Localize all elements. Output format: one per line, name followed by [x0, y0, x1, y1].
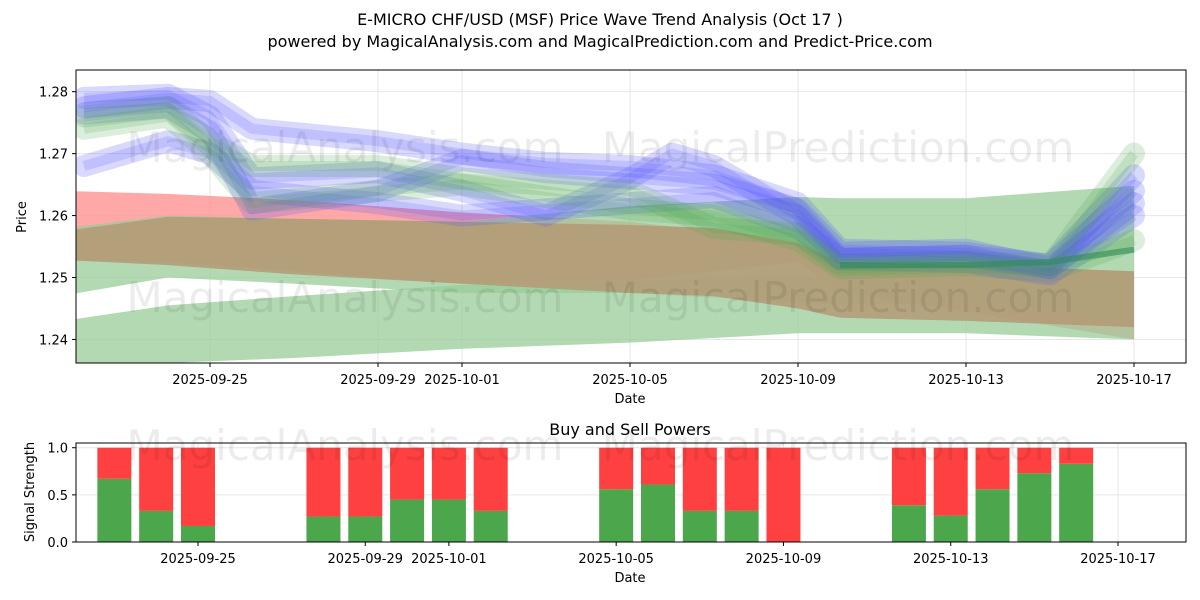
signal-x-ticks: 2025-09-25 2025-09-29 2025-10-01 2025-10-05… — [160, 542, 1156, 567]
signal-chart-title: Buy and Sell Powers — [549, 420, 711, 439]
wave-lines — [76, 83, 1145, 286]
price-x-tick-label: 2025-09-25 — [172, 373, 248, 388]
sell-bar — [766, 447, 801, 542]
watermark-right-mid: MagicalPrediction.com — [602, 273, 1075, 322]
price-bands — [76, 185, 1134, 363]
signal-x-tick-label: 2025-09-29 — [327, 552, 403, 567]
buy-bar — [139, 510, 174, 542]
wave-line-0 — [76, 86, 1145, 277]
signal-x-tick-label: 2025-10-13 — [913, 552, 989, 567]
sell-bar — [390, 447, 425, 500]
buy-bar — [641, 484, 675, 542]
signal-y-ticks: 0.0 0.5 1.0 — [47, 442, 76, 551]
price-x-tick-label: 2025-10-13 — [928, 373, 1004, 388]
signal-axes-frame — [75, 442, 1187, 543]
signal-y-label: Signal Strength — [23, 442, 38, 542]
price-y-tick-label: 1.25 — [39, 272, 68, 287]
price-y-tick-label: 1.24 — [39, 333, 68, 348]
signal-bars — [97, 447, 1094, 542]
price-x-tick-label: 2025-09-29 — [340, 373, 416, 388]
forecast-line — [840, 246, 1135, 269]
signal-y-tick-label: 1.0 — [47, 442, 68, 457]
sell-bar — [1059, 447, 1094, 464]
sell-bar — [97, 447, 132, 479]
sell-bar — [348, 447, 383, 517]
buy-bar — [181, 525, 215, 542]
price-y-label: Price — [15, 201, 30, 233]
sell-bar — [891, 447, 926, 506]
buy-bar — [933, 515, 968, 542]
watermark-right-top: MagicalPrediction.com — [602, 123, 1075, 172]
wave-line-3 — [76, 130, 1145, 286]
wave-line-core-2 — [83, 89, 1138, 271]
buy-bar — [348, 516, 383, 542]
price-chart-panel: MagicalAnalysis.com MagicalPrediction.co… — [15, 69, 1187, 407]
sell-bar — [306, 447, 341, 517]
price-x-tick-label: 2025-10-05 — [592, 373, 668, 388]
buy-bar — [97, 478, 132, 542]
sell-bar — [181, 447, 215, 526]
price-band-3 — [76, 216, 1134, 328]
price-y-tick-label: 1.26 — [39, 210, 68, 225]
price-y-tick-label: 1.27 — [39, 148, 68, 163]
wave-line-1 — [76, 96, 1145, 280]
buy-bar — [599, 489, 634, 542]
sell-bar — [1017, 447, 1052, 474]
signal-x-tick-label: 2025-10-17 — [1080, 552, 1156, 567]
wave-line-core-3 — [82, 136, 1137, 280]
sell-bar — [641, 447, 675, 485]
buy-bar — [682, 510, 717, 542]
buy-bar — [306, 516, 341, 542]
buy-bar — [891, 505, 926, 542]
chart-subtitle: powered by MagicalAnalysis.com and Magic… — [267, 32, 932, 51]
signal-x-tick-label: 2025-10-01 — [411, 552, 487, 567]
sell-bar — [431, 447, 466, 500]
buy-bar — [975, 489, 1010, 542]
signal-x-tick-label: 2025-10-09 — [746, 552, 822, 567]
sell-bar — [975, 447, 1010, 490]
watermark-left-top: MagicalAnalysis.com — [127, 123, 564, 172]
signal-x-tick-label: 2025-09-25 — [160, 552, 236, 567]
signal-x-label: Date — [614, 571, 645, 586]
buy-bar — [473, 510, 508, 542]
sell-bar — [139, 447, 174, 511]
signal-x-tick-label: 2025-10-05 — [578, 552, 654, 567]
sell-bar — [724, 447, 759, 511]
signal-chart-panel: Buy and Sell Powers MagicalAnalysis.com … — [23, 420, 1187, 586]
chart-title: E-MICRO CHF/USD (MSF) Price Wave Trend A… — [357, 10, 843, 29]
buy-bar — [1017, 473, 1052, 542]
price-x-tick-label: 2025-10-01 — [424, 373, 500, 388]
wave-line-2 — [76, 83, 1145, 277]
price-y-tick-label: 1.28 — [39, 86, 68, 101]
price-x-ticks: 2025-09-25 2025-09-29 2025-10-01 2025-10-05… — [172, 363, 1172, 388]
price-y-ticks: 1.24 1.25 1.26 1.27 1.28 — [39, 86, 76, 348]
price-x-tick-label: 2025-10-09 — [760, 373, 836, 388]
sell-bar — [473, 447, 508, 511]
sell-bar — [682, 447, 717, 511]
sell-bar — [933, 447, 968, 516]
buy-bar — [431, 499, 466, 542]
buy-bar — [724, 510, 759, 542]
watermark-left-bottom: MagicalAnalysis.com — [127, 421, 564, 470]
signal-y-tick-label: 0.5 — [47, 489, 68, 504]
price-axes-frame — [75, 69, 1187, 364]
buy-bar — [1059, 463, 1094, 542]
wave-line-core-0 — [83, 92, 1138, 271]
sell-bar — [599, 447, 634, 490]
buy-bar — [390, 499, 425, 542]
watermark-left-mid: MagicalAnalysis.com — [127, 273, 564, 322]
wave-line-core-1 — [83, 102, 1138, 274]
watermark-right-bottom: MagicalPrediction.com — [602, 421, 1075, 470]
price-x-tick-label: 2025-10-17 — [1096, 373, 1172, 388]
signal-y-tick-label: 0.0 — [47, 536, 68, 551]
price-x-label: Date — [614, 392, 645, 407]
